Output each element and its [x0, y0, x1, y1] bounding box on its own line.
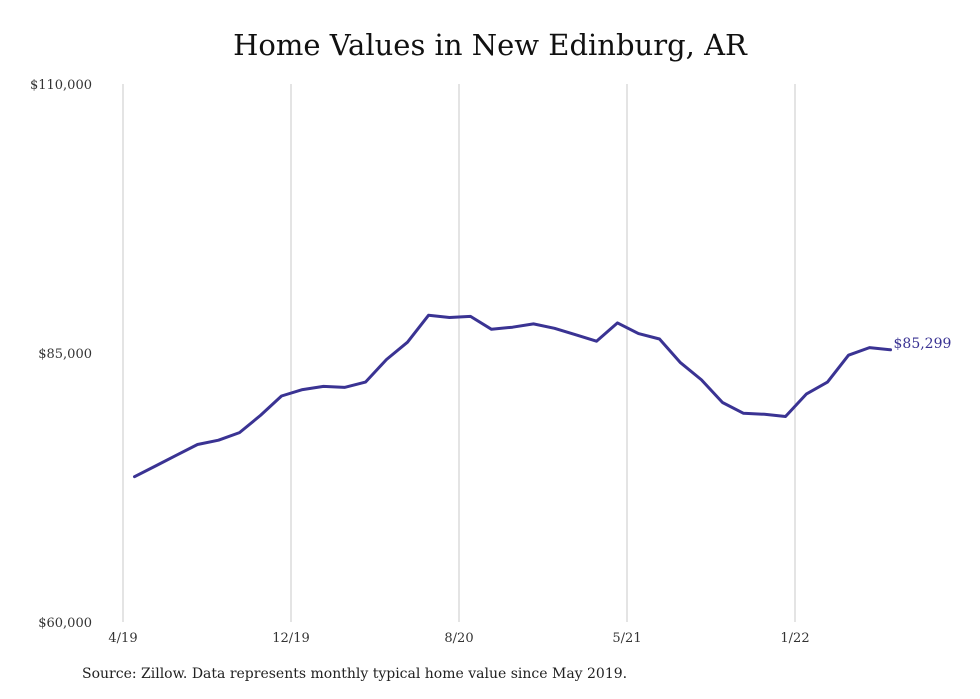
x-tick-label: 5/21	[612, 631, 641, 646]
series-layer	[133, 313, 892, 479]
x-axis-ticks: 4/19 12/19 8/20 5/21 1/22	[108, 631, 809, 646]
x-tick-label: 4/19	[108, 631, 137, 646]
end-value-label: $85,299	[894, 336, 952, 352]
x-tick-label: 8/20	[444, 631, 473, 646]
y-tick-label: $110,000	[30, 78, 92, 93]
y-axis-ticks: $110,000 $85,000 $60,000	[30, 78, 92, 631]
y-tick-label: $60,000	[38, 616, 92, 631]
source-note: Source: Zillow. Data represents monthly …	[82, 666, 628, 682]
series-line	[133, 313, 892, 479]
x-tick-label: 12/19	[272, 631, 309, 646]
y-tick-label: $85,000	[38, 347, 92, 362]
gridlines	[122, 84, 796, 622]
chart-title: Home Values in New Edinburg, AR	[233, 28, 747, 62]
data-labels: $85,299	[894, 336, 952, 352]
x-tick-label: 1/22	[780, 631, 809, 646]
